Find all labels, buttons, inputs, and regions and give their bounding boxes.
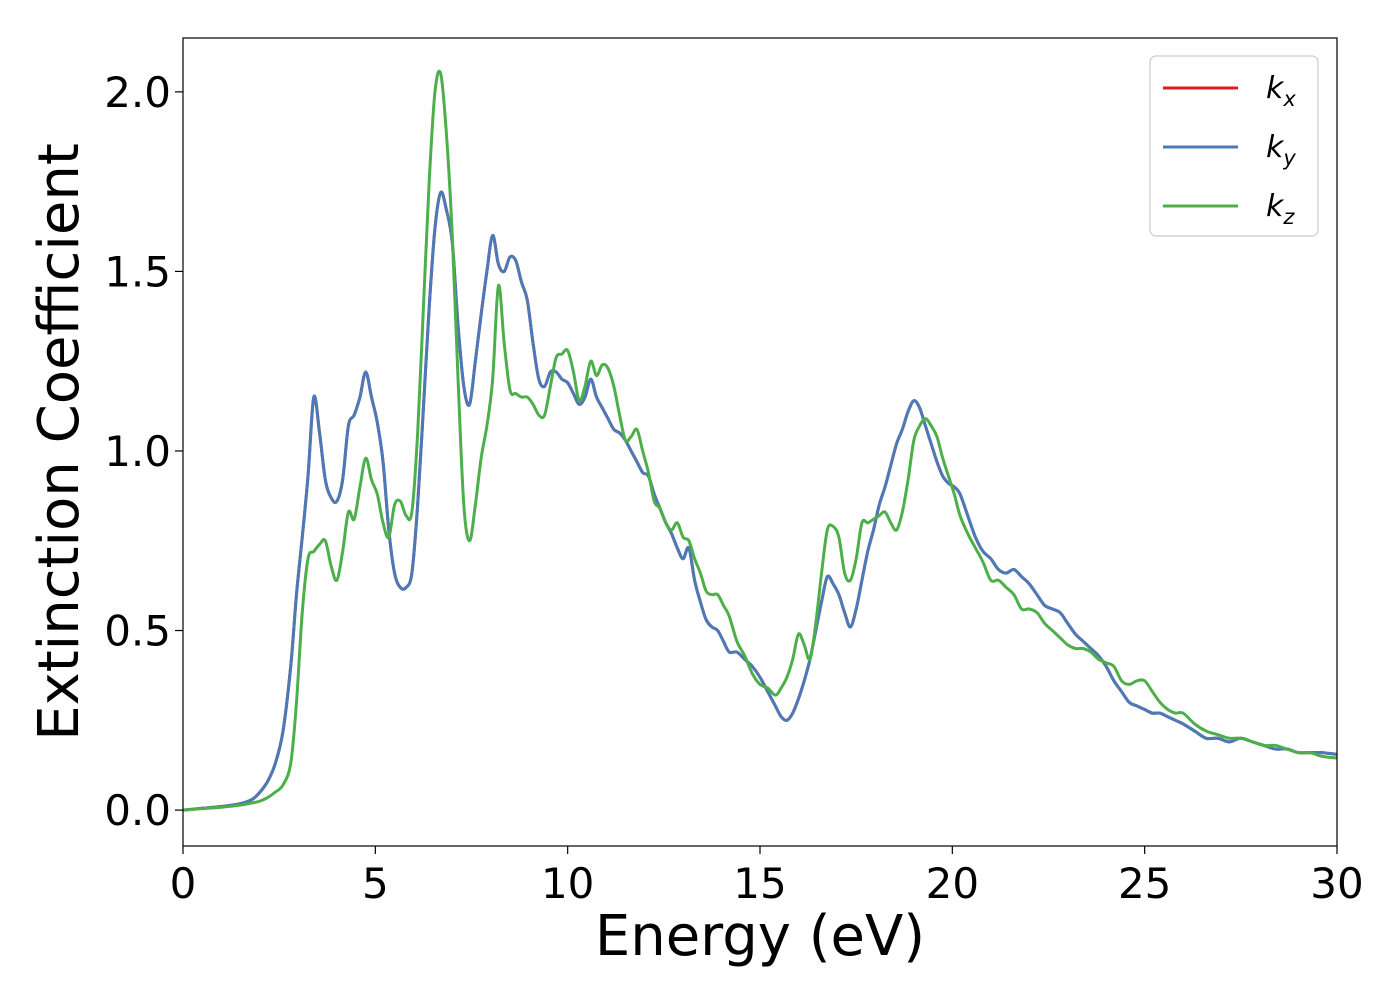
x-axis-title: Energy (eV) — [595, 904, 925, 969]
legend-label-subscript: x — [1282, 87, 1296, 111]
legend-label-ky: ky — [1266, 130, 1296, 170]
series-line-kz — [183, 69, 1337, 812]
x-tick-label: 20 — [926, 859, 979, 908]
x-tick-label: 25 — [1118, 859, 1171, 908]
series-line-kx — [183, 190, 1337, 812]
y-tick-label: 0.0 — [104, 786, 171, 835]
y-tick-label: 1.5 — [104, 247, 171, 296]
x-tick-label: 10 — [541, 859, 594, 908]
x-tick-label: 30 — [1310, 859, 1363, 908]
legend-label-kz: kz — [1266, 189, 1295, 229]
x-tick-label: 0 — [170, 859, 197, 908]
y-tick-label: 1.0 — [104, 427, 171, 476]
legend-label-kx: kx — [1266, 71, 1296, 111]
legend-label-subscript: y — [1282, 146, 1296, 170]
series-layer — [183, 69, 1337, 812]
x-tick-label: 5 — [362, 859, 389, 908]
x-tick-label: 15 — [733, 859, 786, 908]
legend-label-base: k — [1266, 130, 1285, 165]
legend-label-subscript: z — [1282, 205, 1295, 229]
legend-label-base: k — [1266, 71, 1285, 106]
y-tick-label: 2.0 — [104, 68, 171, 117]
y-axis-title: Extinction Coefficient — [27, 143, 92, 741]
y-axis: 0.0 0.5 1.0 1.5 2.0 — [104, 68, 183, 835]
series-line-ky — [183, 190, 1337, 812]
legend-label-base: k — [1266, 189, 1285, 224]
x-axis: 0 5 10 15 20 25 30 — [170, 846, 1364, 908]
y-tick-label: 0.5 — [104, 607, 171, 656]
